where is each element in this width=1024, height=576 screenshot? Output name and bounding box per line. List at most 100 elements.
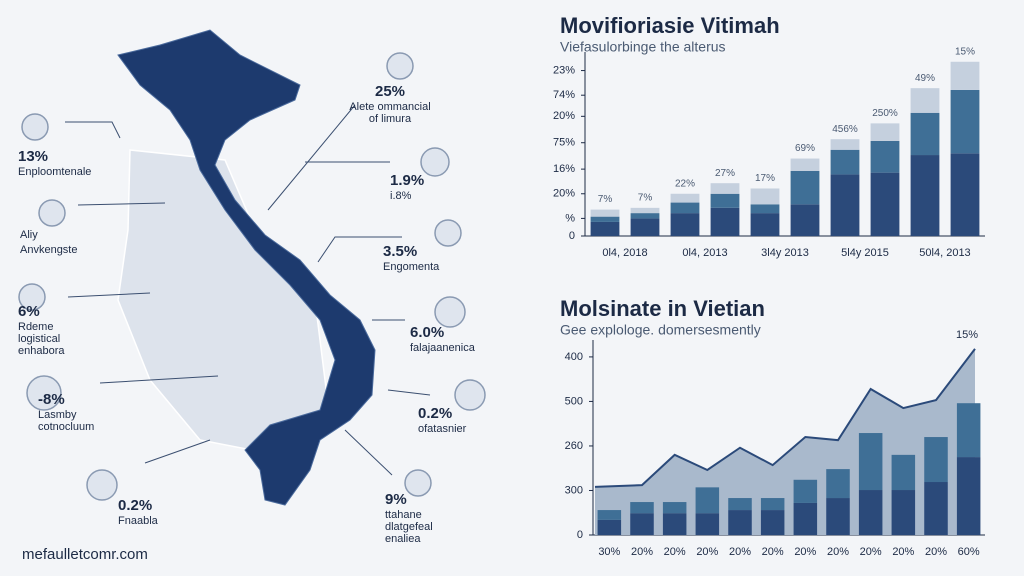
bar-segment (790, 158, 820, 171)
bar-segment (924, 482, 948, 535)
bar-segment (597, 519, 622, 535)
map-country (117, 29, 376, 506)
x-tick-label: 20% (892, 546, 914, 558)
y-tick-label: 20% (553, 188, 575, 200)
bar-annotation: 250% (872, 108, 898, 119)
bar-segment (760, 498, 785, 511)
bar-segment (950, 61, 980, 90)
x-tick-label: 20% (664, 546, 686, 558)
bar-annotation: 7% (638, 192, 653, 203)
callout-label: Lasmby (38, 409, 77, 421)
icon (38, 199, 66, 227)
y-tick-label: 300 (565, 484, 583, 496)
bar-segment (597, 510, 622, 520)
bar-annotation: 456% (832, 124, 858, 135)
y-tick-label: 500 (565, 395, 583, 407)
x-tick-label: 20% (631, 546, 653, 558)
callout-label: Rdeme (18, 321, 53, 333)
callout-value: 13% (18, 148, 48, 165)
callout-value: 3.5% (383, 243, 417, 260)
icon (434, 296, 466, 328)
icon (404, 469, 432, 497)
leader-line (267, 104, 356, 211)
callout-label: dlatgefeal (385, 521, 433, 533)
icon (18, 283, 46, 311)
callout-label: falajaanenica (410, 342, 476, 354)
bar-segment (790, 204, 820, 236)
x-tick-label: 50l4, 2013 (919, 247, 970, 259)
bar-segment (710, 183, 740, 194)
bar-segment (891, 490, 916, 535)
callout-value: 6.0% (410, 324, 444, 341)
x-tick-label: 60% (958, 546, 980, 558)
y-tick-label: 260 (565, 440, 583, 452)
bar-segment (910, 155, 940, 236)
y-tick-label: % (565, 212, 575, 224)
bar-segment (670, 202, 700, 214)
x-tick-label: 20% (729, 546, 751, 558)
bar-segment (956, 457, 981, 535)
bar-segment (590, 209, 620, 217)
x-tick-label: 3l4y 2013 (761, 247, 809, 259)
bar-segment (750, 213, 780, 236)
bar-segment (891, 454, 916, 491)
callout-label: Fnaabla (118, 515, 159, 527)
bar-annotation: 27% (715, 168, 735, 179)
bar-segment (956, 403, 981, 458)
bar-annotation: 22% (675, 178, 695, 189)
bar-segment (695, 513, 720, 535)
bar-segment (760, 510, 785, 535)
chart-title: Movifioriasie Vitimah (560, 13, 780, 38)
bar-segment (950, 153, 980, 236)
callout-value: 6% (18, 303, 40, 320)
bar-segment (695, 487, 720, 514)
callout-value: Aliy (20, 229, 38, 241)
leader-line (344, 429, 393, 476)
bar-segment (830, 174, 860, 236)
y-tick-label: 75% (553, 137, 575, 149)
bar-segment (670, 213, 700, 236)
callout-value: -8% (38, 391, 65, 408)
x-tick-label: 0l4, 2018 (602, 247, 647, 259)
callout-label: enhabora (18, 345, 65, 357)
x-tick-label: 20% (794, 546, 816, 558)
x-tick-label: 20% (827, 546, 849, 558)
leader-line (67, 292, 151, 298)
y-tick-label: 0 (577, 529, 583, 541)
leader-line (387, 389, 431, 396)
x-tick-label: 30% (598, 546, 620, 558)
callout-label: Engomenta (383, 261, 440, 273)
bar-segment (630, 502, 654, 514)
bar-segment (630, 213, 660, 219)
bar-segment (910, 112, 940, 156)
x-tick-label: 5l4y 2015 (841, 247, 889, 259)
y-tick-label: 16% (553, 163, 575, 175)
bar-segment (630, 207, 660, 214)
callout-label: Anvkengste (20, 244, 77, 256)
bar-segment (662, 513, 687, 535)
bar-segment (870, 123, 900, 141)
callout-label: Alete ommancial (349, 101, 430, 113)
chart-subtitle: Viefasulorbinge the alterus (560, 39, 726, 55)
icon (386, 52, 414, 80)
footer: mefaulletcomr.com (22, 546, 148, 563)
bar-segment (924, 437, 948, 483)
chart-title: Molsinate in Vietian (560, 296, 765, 321)
bar-segment (826, 469, 850, 499)
chart-subtitle: Gee explologe. domersesmently (560, 322, 761, 338)
bar-segment (728, 510, 752, 535)
icon (454, 379, 486, 411)
callout-label: of limura (369, 113, 412, 125)
callout-label: Enploomtenale (18, 166, 91, 178)
bar-segment (870, 172, 900, 236)
bar-segment (710, 207, 740, 236)
icon (86, 469, 118, 501)
bar-segment (793, 479, 818, 503)
callout-label: ofatasnier (418, 423, 467, 435)
callout-value: 9% (385, 491, 407, 508)
callout-value: 1.9% (390, 172, 424, 189)
icon (420, 147, 450, 177)
leader-line (99, 375, 219, 384)
map (117, 29, 376, 506)
